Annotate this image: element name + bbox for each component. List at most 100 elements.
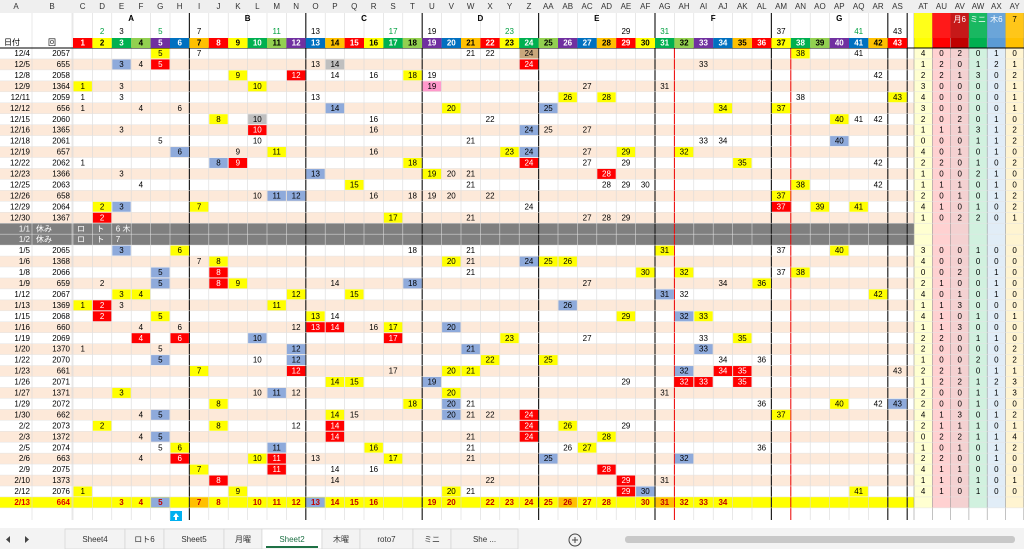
sheet-tab-label[interactable]: Sheet5 [181,535,207,544]
drawn-number: 28 [602,498,611,507]
column-letter: B [49,2,54,11]
drawn-number: 27 [583,126,592,135]
number-cell [519,48,539,59]
column-letter: P [332,2,337,11]
sheet-tab-label[interactable]: She ... [473,535,496,544]
drawn-number: 29 [621,421,630,430]
drawn-number: 18 [408,399,417,408]
summary-count: 0 [958,345,963,354]
drawn-number: 41 [854,487,863,496]
drawn-number: 11 [273,389,282,398]
drawn-number: 21 [466,180,475,189]
number-cell [519,256,539,267]
header-cell [228,38,248,48]
drawn-number: 25 [544,126,553,135]
drawn-number: 20 [447,170,456,179]
summary-count: 0 [1012,454,1017,463]
header-number: 24 [524,39,533,48]
number-cell [713,366,733,376]
number-cell [539,256,558,267]
header-number: 31 [660,39,669,48]
header-number: 1 [80,39,85,48]
sheet-tab-label[interactable]: Sheet2 [279,535,305,544]
summary-count: 2 [921,421,926,430]
add-sheet[interactable] [568,533,582,547]
number-cell [267,442,286,453]
holiday-note: ト [96,224,104,233]
drawn-number: 12 [292,498,301,507]
group-label: D [478,14,484,23]
drawn-number: 4 [139,60,144,69]
summary-count: 0 [958,82,963,91]
column-header-bar [0,0,1024,13]
sheet-tab-label[interactable]: ミニ [424,535,440,544]
header-number: 10 [253,39,262,48]
row-date: 1/15 [14,312,30,321]
summary-count: 0 [976,104,981,113]
summary-count: 2 [1012,71,1017,80]
drawn-number: 11 [273,148,282,157]
summary-count: 1 [1012,93,1017,102]
summary-count: 2 [958,49,963,58]
summary-count: 2 [921,334,926,343]
summary-count: 0 [976,93,981,102]
sheet-tab-label[interactable]: roto7 [377,535,396,544]
row-round: 2070 [52,356,70,365]
summary-count: 3 [976,126,981,135]
summary-count: 0 [939,148,944,157]
summary-count: 4 [921,290,926,299]
column-letter: AI [700,2,708,11]
sheet-tab-label[interactable]: ロト6 [134,535,155,544]
sheet-tab-label[interactable]: 月曜 [235,535,251,544]
summary-count: 0 [976,290,981,299]
sheet-tab-label[interactable]: 木曜 [333,534,349,544]
drawn-number: 21 [466,213,475,222]
number-cell [306,322,325,333]
drawn-number: 22 [486,191,495,200]
group-label: F [711,14,716,23]
holiday-note: 6 木 [116,223,131,233]
drawn-number: 35 [738,159,747,168]
summary-count: 4 [921,93,926,102]
drawn-number: 42 [874,180,883,189]
number-cell [694,377,713,387]
summary-count: 4 [1012,432,1017,441]
row-date: 12/19 [10,148,31,157]
drawn-number: 4 [139,410,144,419]
row-round: 663 [57,454,71,463]
drawn-number: 37 [777,246,786,255]
summary-count: 0 [1012,323,1017,332]
drawn-number: 21 [466,246,475,255]
drawn-number: 15 [350,378,359,387]
drawn-number: 2 [100,312,105,321]
row-date: 12/23 [10,170,31,179]
row-round: 655 [57,60,71,69]
row-date: 1/30 [14,410,30,419]
summary-count: 1 [958,191,963,200]
summary-count: 1 [1012,82,1017,91]
summary-count: 0 [1012,257,1017,266]
row-bg [0,354,914,366]
summary-count: 0 [976,465,981,474]
sheet-tab-label[interactable]: Sheet4 [82,535,108,544]
drawn-number: 25 [544,498,553,507]
number-cell [325,420,345,431]
summary-count: 0 [976,82,981,91]
drawn-number: 21 [466,432,475,441]
number-cell [325,103,345,114]
drawn-number: 24 [524,202,533,211]
number-cell [558,300,577,311]
header-number: 19 [427,39,436,48]
summary-count: 0 [1012,246,1017,255]
column-letter: G [157,2,163,11]
header-number: 3 [119,39,124,48]
column-letter: T [410,2,415,11]
column-letter: U [429,2,435,11]
h-scrollbar[interactable] [625,536,1015,543]
summary-header-bg [968,38,988,48]
number-cell [733,333,752,344]
sheet-tab[interactable] [450,528,519,549]
row-round: 1371 [52,389,70,398]
header-number: 2 [100,39,105,48]
summary-count: 1 [994,334,999,343]
